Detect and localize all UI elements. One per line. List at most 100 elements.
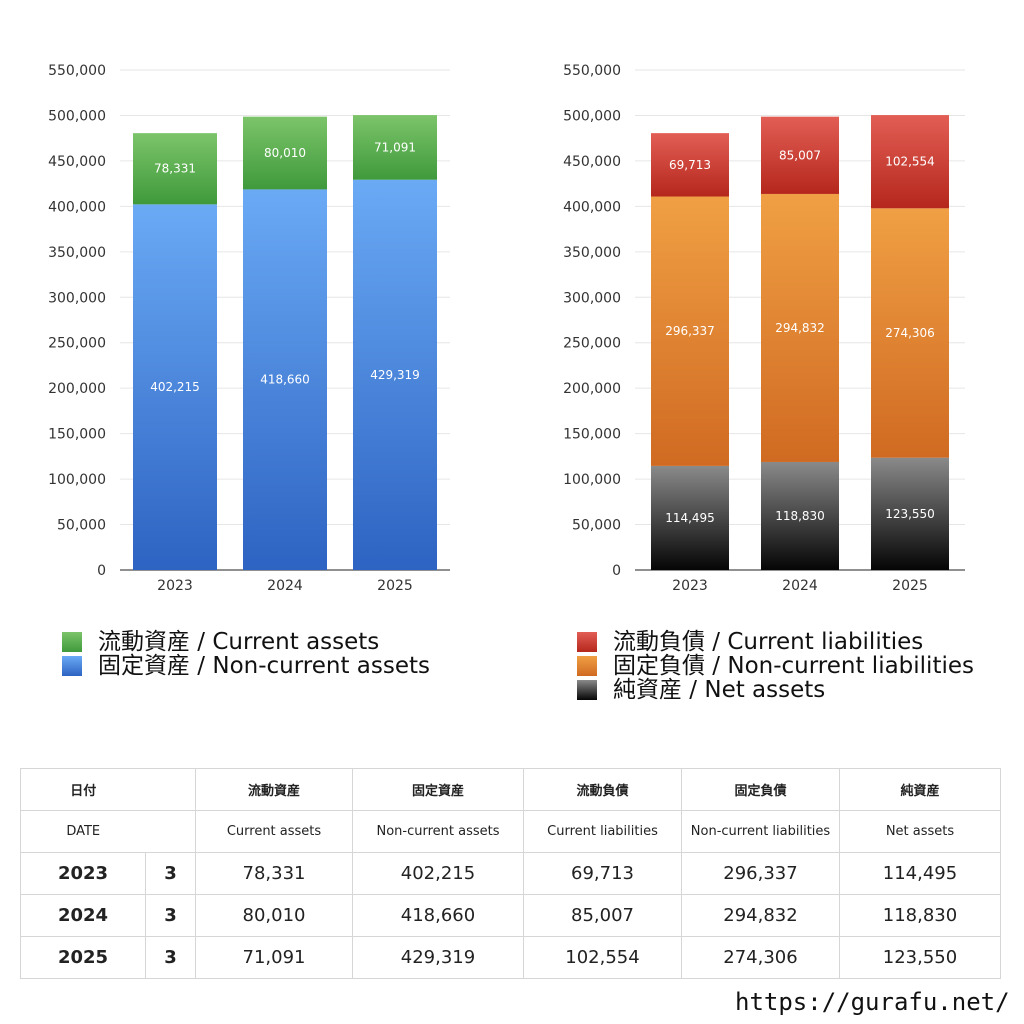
cell-year: 2023 bbox=[20, 852, 146, 895]
y-tick-label: 500,000 bbox=[563, 108, 621, 124]
y-tick-label: 100,000 bbox=[563, 472, 621, 488]
bar-segment-non-current-liabilities bbox=[761, 193, 839, 462]
cell-non-current-assets: 418,660 bbox=[352, 894, 524, 937]
cell-net-assets: 123,550 bbox=[839, 936, 1001, 979]
data-label: 78,331 bbox=[154, 162, 196, 176]
bar-segment-current-liabilities bbox=[871, 115, 949, 209]
header-non-current-liabilities-jp: 固定負債 bbox=[681, 768, 840, 811]
data-label: 102,554 bbox=[885, 155, 935, 169]
y-tick-label: 550,000 bbox=[48, 63, 106, 79]
cell-current-assets: 80,010 bbox=[195, 894, 353, 937]
header-date-jp: 日付 bbox=[20, 768, 146, 811]
header-current-assets-jp: 流動資産 bbox=[195, 768, 353, 811]
header-net-assets-jp: 純資産 bbox=[839, 768, 1001, 811]
legend-swatch bbox=[577, 656, 597, 676]
y-tick-label: 500,000 bbox=[48, 108, 106, 124]
y-tick-label: 0 bbox=[97, 563, 106, 579]
y-tick-label: 150,000 bbox=[48, 427, 106, 443]
legend-label: 流動資産 / Current assets bbox=[98, 629, 380, 655]
legend-item-non-current-liabilities: 固定負債 / Non-current liabilities bbox=[577, 654, 974, 678]
balance-sheet-table: 日付 流動資産 固定資産 流動負債 固定負債 純資産 DATE Current … bbox=[20, 768, 1001, 979]
data-label: 274,306 bbox=[885, 326, 935, 340]
table-header-en: DATE Current assets Non-current assets C… bbox=[20, 810, 1001, 853]
x-tick-label: 2024 bbox=[267, 578, 303, 594]
legend-item-current-assets: 流動資産 / Current assets bbox=[62, 630, 430, 654]
y-tick-label: 100,000 bbox=[48, 472, 106, 488]
data-label: 296,337 bbox=[665, 324, 715, 338]
y-tick-label: 550,000 bbox=[563, 63, 621, 79]
bar-segment-current-assets bbox=[353, 115, 437, 180]
cell-non-current-assets: 402,215 bbox=[352, 852, 524, 895]
bar-segment-net-assets bbox=[871, 457, 949, 570]
cell-non-current-liabilities: 274,306 bbox=[681, 936, 840, 979]
cell-non-current-liabilities: 296,337 bbox=[681, 852, 840, 895]
bar-segment-non-current-assets bbox=[133, 204, 217, 570]
header-non-current-assets-en: Non-current assets bbox=[352, 810, 524, 853]
data-label: 123,550 bbox=[885, 507, 935, 521]
legend-swatch bbox=[577, 680, 597, 700]
legend-swatch bbox=[62, 632, 82, 652]
cell-non-current-assets: 429,319 bbox=[352, 936, 524, 979]
cell-current-assets: 71,091 bbox=[195, 936, 353, 979]
y-tick-label: 50,000 bbox=[57, 518, 106, 534]
table-row: 2024 3 80,010 418,660 85,007 294,832 118… bbox=[20, 894, 1001, 937]
legend-label: 固定資産 / Non-current assets bbox=[98, 653, 431, 679]
bar-segment-net-assets bbox=[651, 465, 729, 570]
header-current-liabilities-en: Current liabilities bbox=[523, 810, 682, 853]
bar-segment-net-assets bbox=[761, 461, 839, 570]
x-tick-label: 2023 bbox=[157, 578, 193, 594]
legend-item-non-current-assets: 固定資産 / Non-current assets bbox=[62, 654, 430, 678]
table-header-jp: 日付 流動資産 固定資産 流動負債 固定負債 純資産 bbox=[20, 768, 1001, 811]
site-url[interactable]: https://gurafu.net/ bbox=[735, 988, 1010, 1016]
cell-month: 3 bbox=[145, 852, 196, 895]
header-spacer bbox=[145, 810, 196, 853]
bar-segment-non-current-assets bbox=[243, 189, 327, 570]
header-spacer bbox=[145, 768, 196, 811]
cell-current-liabilities: 85,007 bbox=[523, 894, 682, 937]
y-tick-label: 250,000 bbox=[48, 336, 106, 352]
legend-item-net-assets: 純資産 / Net assets bbox=[577, 678, 974, 702]
cell-month: 3 bbox=[145, 894, 196, 937]
y-tick-label: 400,000 bbox=[563, 199, 621, 215]
y-tick-label: 350,000 bbox=[48, 245, 106, 261]
y-tick-label: 450,000 bbox=[563, 154, 621, 170]
x-tick-label: 2025 bbox=[892, 578, 928, 594]
y-tick-label: 450,000 bbox=[48, 154, 106, 170]
data-label: 85,007 bbox=[779, 148, 821, 162]
header-net-assets-en: Net assets bbox=[839, 810, 1001, 853]
data-label: 294,832 bbox=[775, 321, 825, 335]
legend-swatch bbox=[62, 656, 82, 676]
cell-net-assets: 118,830 bbox=[839, 894, 1001, 937]
y-tick-label: 200,000 bbox=[48, 381, 106, 397]
data-label: 71,091 bbox=[374, 140, 416, 154]
y-tick-label: 250,000 bbox=[563, 336, 621, 352]
bar-segment-current-assets bbox=[133, 133, 217, 205]
y-tick-label: 50,000 bbox=[572, 518, 621, 534]
y-tick-label: 300,000 bbox=[48, 290, 106, 306]
legend-swatch bbox=[577, 632, 597, 652]
legend-label: 純資産 / Net assets bbox=[613, 677, 826, 703]
cell-current-liabilities: 69,713 bbox=[523, 852, 682, 895]
header-non-current-liabilities-en: Non-current liabilities bbox=[681, 810, 840, 853]
assets-chart: 0 50,000 100,000 150,000 200,000 250,000 300,0… bbox=[48, 63, 450, 594]
y-tick-label: 400,000 bbox=[48, 199, 106, 215]
data-label: 418,660 bbox=[260, 373, 310, 387]
header-current-liabilities-jp: 流動負債 bbox=[523, 768, 682, 811]
data-label: 402,215 bbox=[150, 380, 200, 394]
legend-label: 固定負債 / Non-current liabilities bbox=[613, 653, 974, 679]
y-tick-label: 350,000 bbox=[563, 245, 621, 261]
y-tick-label: 150,000 bbox=[563, 427, 621, 443]
bar-segment-current-liabilities bbox=[761, 116, 839, 194]
cell-month: 3 bbox=[145, 936, 196, 979]
data-label: 429,319 bbox=[370, 368, 420, 382]
legend-item-current-liabilities: 流動負債 / Current liabilities bbox=[577, 630, 974, 654]
cell-net-assets: 114,495 bbox=[839, 852, 1001, 895]
header-non-current-assets-jp: 固定資産 bbox=[352, 768, 524, 811]
data-label: 80,010 bbox=[264, 146, 306, 160]
table-row: 2023 3 78,331 402,215 69,713 296,337 114… bbox=[20, 852, 1001, 895]
cell-current-assets: 78,331 bbox=[195, 852, 353, 895]
data-label: 114,495 bbox=[665, 511, 715, 525]
cell-non-current-liabilities: 294,832 bbox=[681, 894, 840, 937]
bar-segment-current-assets bbox=[243, 116, 327, 190]
cell-year: 2025 bbox=[20, 936, 146, 979]
